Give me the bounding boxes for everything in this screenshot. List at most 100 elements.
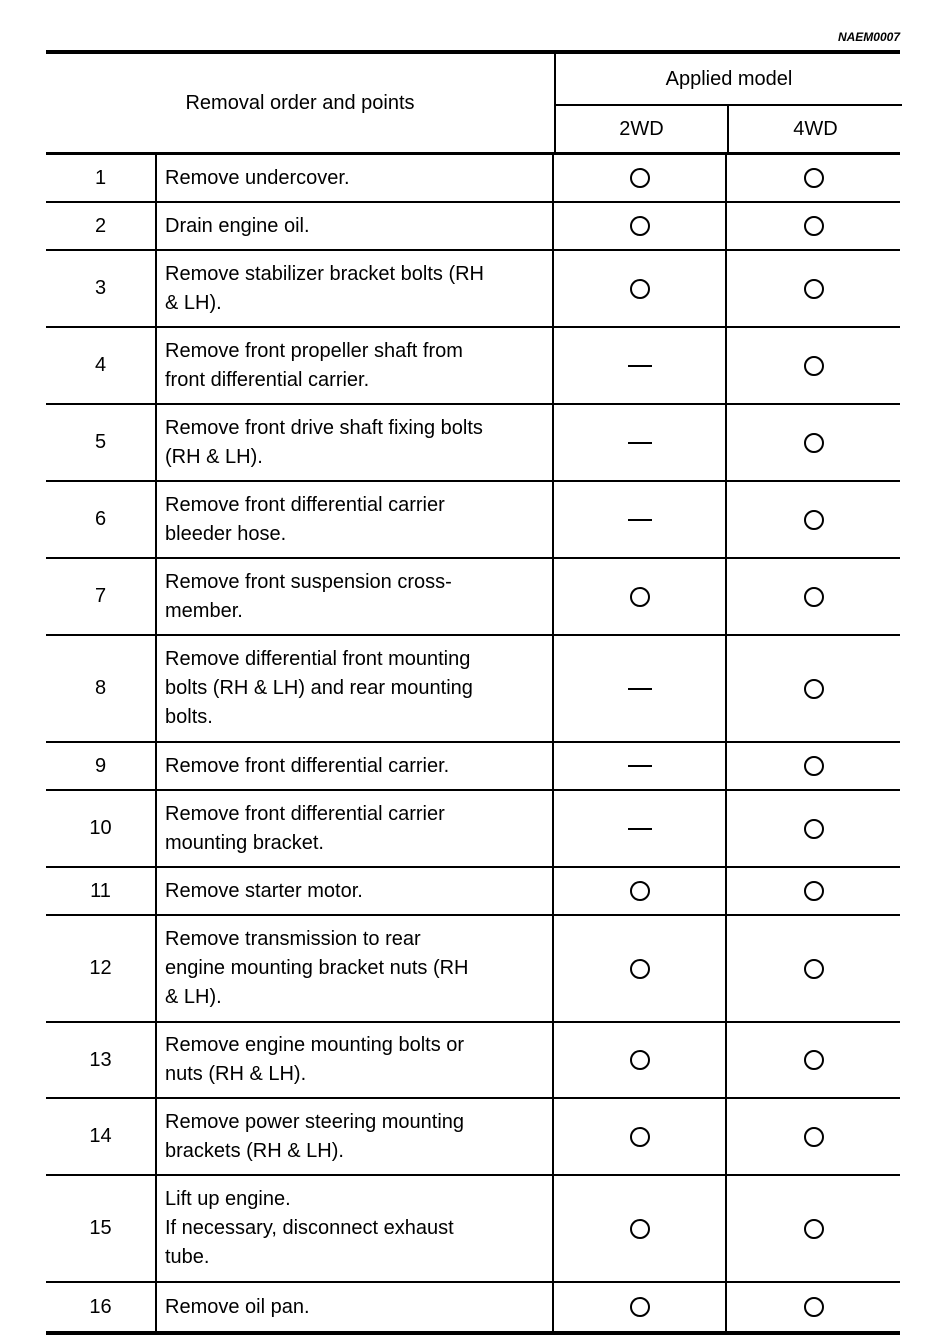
circle-icon [629,278,650,299]
circle-icon [629,168,650,188]
step-description: Drain engine oil. [157,203,554,249]
applicability-2wd [554,1283,727,1331]
step-number: 14 [46,1099,157,1174]
step-number: 5 [46,405,157,480]
applicability-4wd [727,636,900,741]
circle-icon [803,586,824,607]
step-number: 10 [46,791,157,866]
table-row: 16 Remove oil pan. [46,1283,900,1331]
circle-icon [803,1050,824,1070]
applicability-4wd [727,482,900,557]
circle-icon [803,1218,824,1239]
step-number: 12 [46,916,157,1021]
table-row: 5 Remove front drive shaft fixing bolts … [46,405,900,482]
step-description: Remove front suspension cross- member. [157,559,554,634]
step-number: 8 [46,636,157,741]
applicability-2wd [554,482,727,557]
circle-icon [803,216,824,236]
step-description: Remove front differential carrier bleede… [157,482,554,557]
circle-icon [803,756,824,776]
dash-icon [627,364,652,367]
step-description: Remove front drive shaft fixing bolts (R… [157,405,554,480]
step-description: Remove differential front mounting bolts… [157,636,554,741]
table-row: 4 Remove front propeller shaft from fron… [46,328,900,405]
dash-icon [627,518,652,521]
circle-icon [629,1297,650,1317]
step-description: Remove power steering mounting brackets … [157,1099,554,1174]
table-row: 15 Lift up engine. If necessary, disconn… [46,1176,900,1283]
table-row: 6 Remove front differential carrier blee… [46,482,900,559]
step-number: 16 [46,1283,157,1331]
table-header: Removal order and points Applied model 2… [46,54,902,155]
step-description: Remove stabilizer bracket bolts (RH & LH… [157,251,554,326]
applicability-2wd [554,791,727,866]
applicability-4wd [727,251,900,326]
table-row: 2 Drain engine oil. [46,203,900,251]
table-row: 9 Remove front differential carrier. [46,743,900,791]
circle-icon [803,509,824,530]
dash-icon [627,687,652,690]
step-description: Remove transmission to rear engine mount… [157,916,554,1021]
circle-icon [803,678,824,699]
step-number: 9 [46,743,157,789]
applicability-4wd [727,328,900,403]
table-row: 11 Remove starter motor. [46,868,900,916]
circle-icon [629,1126,650,1147]
header-2wd: 2WD [556,106,729,152]
applicability-2wd [554,636,727,741]
table-row: 13 Remove engine mounting bolts or nuts … [46,1023,900,1099]
step-number: 11 [46,868,157,914]
applicability-4wd [727,743,900,789]
step-number: 7 [46,559,157,634]
applicability-4wd [727,1283,900,1331]
circle-icon [803,278,824,299]
step-description: Lift up engine. If necessary, disconnect… [157,1176,554,1281]
step-number: 6 [46,482,157,557]
dash-icon [627,765,652,767]
applicability-2wd [554,743,727,789]
applicability-4wd [727,868,900,914]
header-applied-model-group: Applied model 2WD 4WD [554,54,902,152]
table-row: 7 Remove front suspension cross- member. [46,559,900,636]
applicability-4wd [727,559,900,634]
step-description: Remove undercover. [157,155,554,201]
table-row: 1 Remove undercover. [46,155,900,203]
circle-icon [803,355,824,376]
applicability-4wd [727,203,900,249]
circle-icon [803,432,824,453]
table-row: 14 Remove power steering mounting bracke… [46,1099,900,1176]
applicability-2wd [554,405,727,480]
circle-icon [803,818,824,839]
step-description: Remove starter motor. [157,868,554,914]
applicability-4wd [727,1099,900,1174]
circle-icon [803,1126,824,1147]
circle-icon [803,958,824,979]
applicability-2wd [554,251,727,326]
header-removal-order: Removal order and points [185,91,415,114]
step-description: Remove front differential carrier. [157,743,554,789]
document-code: NAEM0007 [837,30,900,44]
step-number: 13 [46,1023,157,1097]
applicability-2wd [554,559,727,634]
circle-icon [629,958,650,979]
applicability-2wd [554,155,727,201]
table-row: 3 Remove stabilizer bracket bolts (RH & … [46,251,900,328]
step-description: Remove front differential carrier mounti… [157,791,554,866]
step-number: 4 [46,328,157,403]
applicability-2wd [554,1099,727,1174]
header-4wd: 4WD [793,117,838,140]
circle-icon [629,1218,650,1239]
applicability-4wd [727,1023,900,1097]
table-row: 12 Remove transmission to rear engine mo… [46,916,900,1023]
circle-icon [629,586,650,607]
applicability-4wd [727,791,900,866]
circle-icon [803,881,824,901]
dash-icon [627,441,652,444]
table-row: 10 Remove front differential carrier mou… [46,791,900,868]
step-number: 1 [46,155,157,201]
applicability-2wd [554,328,727,403]
step-number: 15 [46,1176,157,1281]
step-description: Remove front propeller shaft from front … [157,328,554,403]
step-number: 2 [46,203,157,249]
applicability-4wd [727,916,900,1021]
